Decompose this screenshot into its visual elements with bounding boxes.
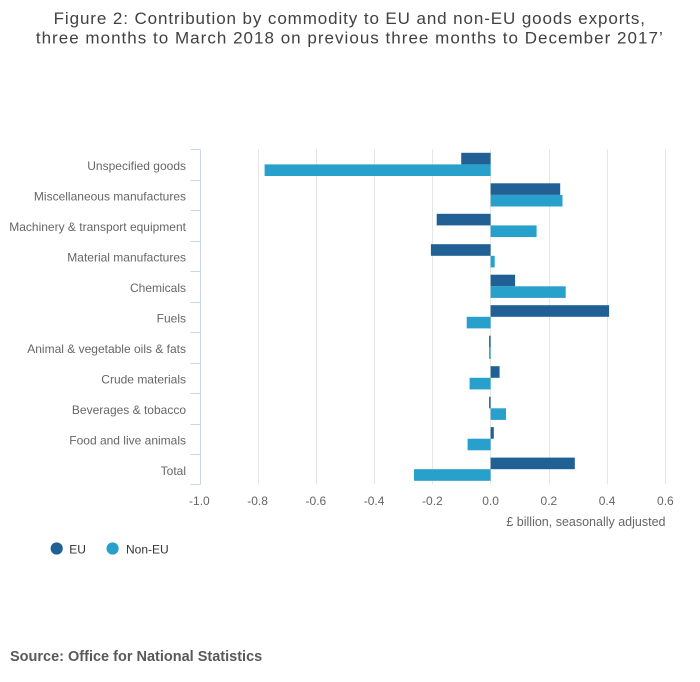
svg-text:Fuels: Fuels — [157, 311, 186, 325]
svg-text:-0.2: -0.2 — [422, 494, 443, 508]
svg-text:0.2: 0.2 — [541, 494, 558, 508]
svg-text:Machinery & transport equipmen: Machinery & transport equipment — [9, 220, 186, 234]
svg-text:0.0: 0.0 — [482, 494, 499, 508]
svg-text:-0.8: -0.8 — [247, 494, 268, 508]
svg-text:Miscellaneous manufactures: Miscellaneous manufactures — [34, 189, 186, 203]
svg-text:Chemicals: Chemicals — [130, 281, 186, 295]
svg-text:0.6: 0.6 — [657, 494, 674, 508]
svg-text:Food and live animals: Food and live animals — [69, 433, 186, 447]
svg-text:-1.0: -1.0 — [189, 494, 210, 508]
svg-text:-0.4: -0.4 — [364, 494, 385, 508]
svg-text:Figure 2: Contribution by comm: Figure 2: Contribution by commodity to E… — [54, 9, 646, 28]
svg-text:three months to March 2018 on: three months to March 2018 on previous t… — [36, 29, 664, 48]
svg-text:Material manufactures: Material manufactures — [67, 250, 186, 264]
svg-text:Non-EU: Non-EU — [126, 543, 169, 557]
svg-text:-0.6: -0.6 — [306, 494, 327, 508]
svg-text:Total: Total — [161, 464, 186, 478]
svg-text:Unspecified goods: Unspecified goods — [87, 159, 186, 173]
svg-text:Source: Office for National St: Source: Office for National Statistics — [10, 649, 262, 665]
svg-text:Animal & vegetable oils & fats: Animal & vegetable oils & fats — [27, 342, 186, 356]
svg-text:Beverages & tobacco: Beverages & tobacco — [72, 403, 186, 417]
svg-text:EU: EU — [69, 543, 86, 557]
svg-text:£ billion, seasonally adjusted: £ billion, seasonally adjusted — [506, 515, 665, 529]
svg-text:Crude materials: Crude materials — [101, 372, 186, 386]
svg-text:0.4: 0.4 — [599, 494, 616, 508]
